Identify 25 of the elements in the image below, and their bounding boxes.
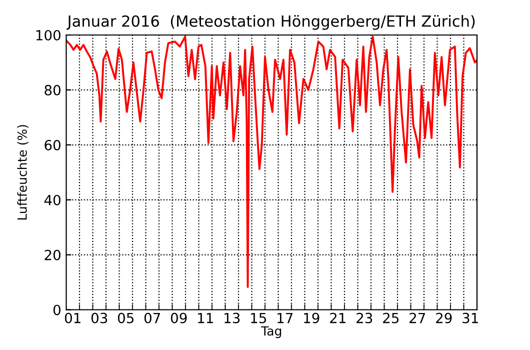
y-tick-label: 20 — [44, 250, 60, 260]
chart-title: Januar 2016 (Meteostation Hönggerberg/ETH Zürich) — [66, 15, 475, 30]
x-tick-label: 09 — [170, 312, 187, 324]
x-tick-label: 01 — [64, 312, 80, 324]
y-tick-label: 60 — [44, 140, 60, 150]
x-axis-title: Tag — [261, 326, 282, 338]
x-tick-label: 19 — [304, 312, 320, 324]
x-tick-label: 31 — [462, 312, 478, 324]
x-tick-label: 11 — [198, 312, 213, 324]
x-tick-label: 17 — [278, 312, 293, 324]
y-tick-label: 80 — [44, 84, 60, 96]
x-tick-label: 21 — [330, 312, 346, 324]
x-tick-label: 29 — [436, 312, 452, 324]
x-tick-label: 13 — [224, 312, 240, 324]
y-axis-title: Luftfeuchte (%) — [17, 125, 28, 220]
y-tick-label: 100 — [36, 30, 60, 40]
y-tick-label: 0 — [53, 304, 60, 316]
x-tick-label: 25 — [383, 312, 398, 324]
y-tick-label: 40 — [44, 194, 60, 206]
x-tick-label: 07 — [144, 312, 160, 324]
x-tick-label: 03 — [91, 312, 108, 324]
x-tick-label: 23 — [356, 312, 372, 324]
x-tick-label: 05 — [118, 312, 134, 324]
x-tick-label: 27 — [410, 312, 426, 324]
x-tick-label: 15 — [251, 312, 266, 324]
